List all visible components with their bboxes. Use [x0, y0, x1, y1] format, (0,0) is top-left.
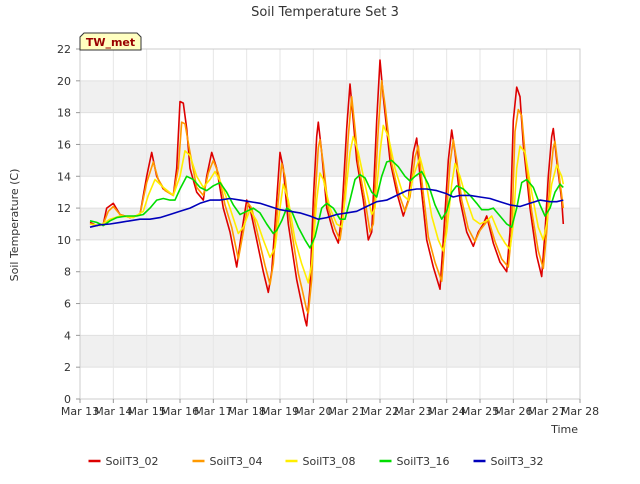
x-tick-label: Mar 21	[328, 405, 366, 418]
y-axis-ticks: 0 2 4 6 8 10 12 14 16 18 20 22	[57, 43, 80, 406]
x-axis-label: Time	[550, 423, 578, 436]
grid-band	[80, 335, 580, 368]
series-line-soilt3-16	[89, 159, 564, 249]
series-line-soilt3-08	[89, 124, 565, 284]
station-badge-box	[79, 32, 142, 51]
x-tick-label: Mar 24	[428, 405, 466, 418]
y-tick-label: 20	[57, 75, 71, 88]
legend-item-soilt3-08: SoilT3_08	[285, 455, 356, 468]
legend-item-soilt3-04: SoilT3_04	[192, 455, 263, 468]
series-line-soilt3-32	[89, 188, 564, 228]
x-tick-label: Mar 27	[528, 405, 566, 418]
x-tick-label: Mar 25	[461, 405, 499, 418]
plot-frame	[79, 48, 581, 400]
x-tick-label: Mar 17	[194, 405, 232, 418]
grid-band	[80, 271, 580, 304]
y-tick-label: 10	[57, 234, 71, 247]
x-tick-label: Mar 22	[361, 405, 399, 418]
series-lines	[89, 59, 565, 327]
grid-band	[80, 80, 580, 113]
station-badge-label: TW_met	[86, 36, 135, 49]
y-tick-label: 6	[64, 298, 71, 311]
y-tick-label: 0	[64, 393, 71, 406]
y-tick-label: 18	[57, 107, 71, 120]
x-tick-label: Mar 13	[61, 405, 99, 418]
x-tick-label: Mar 18	[228, 405, 266, 418]
y-tick-label: 4	[64, 329, 71, 342]
legend-label: SoilT3_04	[210, 455, 263, 468]
x-tick-label: Mar 23	[394, 405, 432, 418]
x-tick-label: Mar 26	[494, 405, 532, 418]
x-tick-label: Mar 20	[294, 405, 332, 418]
plot-background-bands	[80, 49, 580, 399]
chart-title: Soil Temperature Set 3	[251, 5, 399, 20]
legend-item-soilt3-32: SoilT3_32	[473, 455, 544, 468]
legend-label: SoilT3_32	[491, 455, 544, 468]
legend-label: SoilT3_16	[397, 455, 450, 468]
y-axis-label: Soil Temperature (C)	[8, 169, 21, 282]
y-tick-label: 16	[57, 138, 71, 151]
y-tick-label: 14	[57, 170, 71, 183]
y-tick-label: 2	[64, 361, 71, 374]
legend: SoilT3_02 SoilT3_04 SoilT3_08 SoilT3_16 Soil…	[88, 455, 544, 468]
x-tick-label: Mar 16	[161, 405, 199, 418]
x-tick-label: Mar 15	[128, 405, 166, 418]
x-tick-label: Mar 28	[561, 405, 599, 418]
grid-band	[80, 144, 580, 177]
legend-item-soilt3-02: SoilT3_02	[88, 455, 159, 468]
y-tick-label: 12	[57, 202, 71, 215]
x-tick-label: Mar 19	[261, 405, 299, 418]
y-tick-label: 8	[64, 266, 71, 279]
legend-label: SoilT3_02	[106, 455, 159, 468]
x-tick-label: Mar 14	[94, 405, 132, 418]
station-badge: TW_met	[79, 32, 142, 51]
y-tick-label: 22	[57, 43, 71, 56]
grid-lines	[79, 48, 581, 400]
legend-item-soilt3-16: SoilT3_16	[379, 455, 450, 468]
legend-label: SoilT3_08	[303, 455, 356, 468]
